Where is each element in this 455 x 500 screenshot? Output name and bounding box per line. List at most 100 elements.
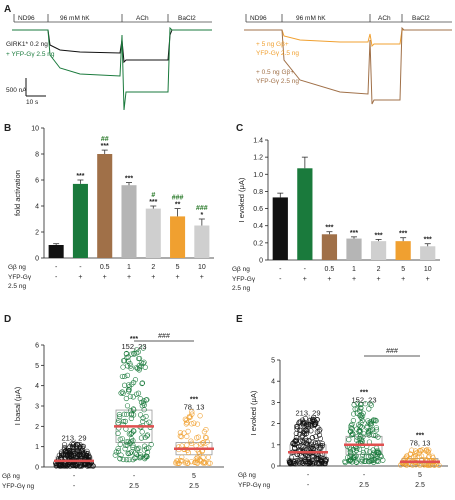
panel-e-point	[360, 413, 366, 419]
panel-e-point	[351, 411, 357, 417]
panel-d-point	[119, 436, 125, 442]
panel-d-point	[179, 458, 185, 464]
panel-e-point	[350, 431, 356, 438]
scale-y-label: 500 nA	[6, 87, 27, 94]
panel-c-bar	[297, 168, 313, 260]
right-solution-bar: ND96 96 mM hK ACh BaCl2	[245, 14, 452, 23]
panel-d-point	[80, 443, 86, 449]
panel-e-point	[302, 415, 309, 422]
panel-e-point	[307, 443, 313, 449]
panel-e-point	[298, 438, 304, 444]
panel-d-point	[67, 448, 73, 454]
panel-e-point	[287, 459, 293, 466]
panel-d-point	[206, 460, 212, 466]
panel-a-traces: ND96 96 mM hK ACh BaCl2 GIRK1* 0.2 ng + …	[6, 14, 452, 111]
panel-c-ytick-label: 0.8	[253, 189, 263, 196]
panel-d-point	[126, 431, 132, 437]
panel-e-point	[316, 445, 323, 451]
panel-d-ylabel: I basal (μA)	[13, 386, 22, 425]
panel-e-point	[316, 432, 323, 438]
panel-e-point	[365, 430, 371, 436]
right-legend-3: + 0.5 ng Gβ+	[256, 69, 294, 76]
panel-e-ytick-label: 4	[271, 379, 275, 386]
panel-d-point	[128, 449, 134, 455]
panel-d-point	[127, 360, 133, 367]
panel-e-stars: ***	[416, 433, 424, 440]
panel-b-gy-label: +	[103, 274, 107, 281]
panel-e-point	[315, 455, 321, 462]
panel-d-gb-label: 5	[192, 473, 196, 480]
panel-e-point	[304, 458, 310, 465]
panel-e-point	[313, 441, 319, 447]
panel-d-point	[125, 354, 131, 360]
panel-e-point	[301, 439, 307, 445]
panel-letter-c: C	[236, 123, 243, 134]
panel-c-bar	[370, 241, 387, 260]
panel-d-point	[77, 444, 83, 450]
panel-d-stars: ***	[130, 336, 138, 343]
panel-b-ytick-label: 2	[35, 230, 39, 237]
panel-c-ytick-label: 0	[259, 258, 263, 265]
panel-d-point	[203, 435, 209, 441]
panel-d-ytick-label: 1	[35, 444, 39, 451]
panel-d-point	[183, 421, 189, 427]
panel-e-gy-label: -	[307, 482, 310, 489]
panel-b-gb-label: 5	[176, 264, 180, 271]
panel-c-gy-label: -	[279, 276, 282, 283]
panel-d-point	[189, 421, 195, 427]
panel-b-row-gb: Gβ ng	[8, 264, 26, 271]
panel-e-point	[365, 454, 371, 460]
panel-d-point	[143, 413, 149, 420]
left-legend-1: GIRK1* 0.2 ng	[6, 41, 48, 48]
panel-e-point	[346, 437, 352, 443]
panel-d-point	[138, 360, 145, 366]
panel-d-point	[116, 411, 122, 418]
panel-e-point	[317, 435, 323, 442]
panel-c-gb-label: -	[279, 266, 282, 273]
panel-d-gy-label: 2.5	[189, 483, 199, 490]
panel-e-n-label: 213, 29	[295, 408, 320, 417]
panel-d-point	[134, 447, 140, 453]
panel-e-stars: ***	[360, 390, 368, 397]
panel-d-point	[130, 406, 137, 412]
panel-e-point	[300, 420, 306, 426]
scale-x-label: 10 s	[26, 99, 39, 106]
panel-e-gy-label: 2.5	[359, 482, 369, 489]
panel-c-gy-label: +	[327, 276, 331, 283]
panel-d-point	[121, 358, 128, 364]
panel-d-point	[194, 435, 200, 441]
panel-b-gy-label: +	[176, 274, 180, 281]
panel-b-bar	[97, 154, 113, 258]
panel-e-point	[348, 446, 354, 452]
panel-d-point	[75, 447, 81, 454]
panel-e-point	[353, 459, 359, 465]
panel-e-point	[366, 406, 372, 412]
panel-e-point	[412, 453, 419, 459]
panel-d-point	[187, 414, 193, 420]
panel-d-point	[63, 448, 69, 454]
panel-d-point	[123, 442, 129, 449]
panel-d-point	[125, 358, 131, 364]
panel-d-point	[121, 382, 128, 388]
panel-b-gy-label: -	[55, 274, 58, 281]
panel-e-gb-label: -	[307, 472, 310, 479]
panel-b-stars: *	[200, 212, 203, 219]
panel-e-point	[353, 447, 360, 453]
panel-e-point	[352, 406, 358, 412]
panel-d-point	[131, 350, 137, 356]
panel-d-point	[177, 433, 183, 439]
panel-d-point	[178, 434, 184, 440]
panel-e-point	[367, 458, 374, 464]
panel-b-gy-label: +	[200, 274, 204, 281]
panel-e-point	[300, 421, 306, 427]
panel-c-ytick-label: 0.4	[253, 223, 263, 230]
panel-d-point	[58, 452, 65, 459]
panel-b-gy-label: +	[151, 274, 155, 281]
panel-e-n-label: 152, 23	[351, 396, 376, 405]
panel-e-point	[360, 449, 367, 456]
panel-e-point	[356, 446, 363, 452]
panel-d-point	[185, 428, 191, 434]
panel-d-point	[144, 432, 151, 438]
panel-d-gb-label: -	[73, 473, 76, 480]
panel-e-point	[291, 445, 298, 451]
